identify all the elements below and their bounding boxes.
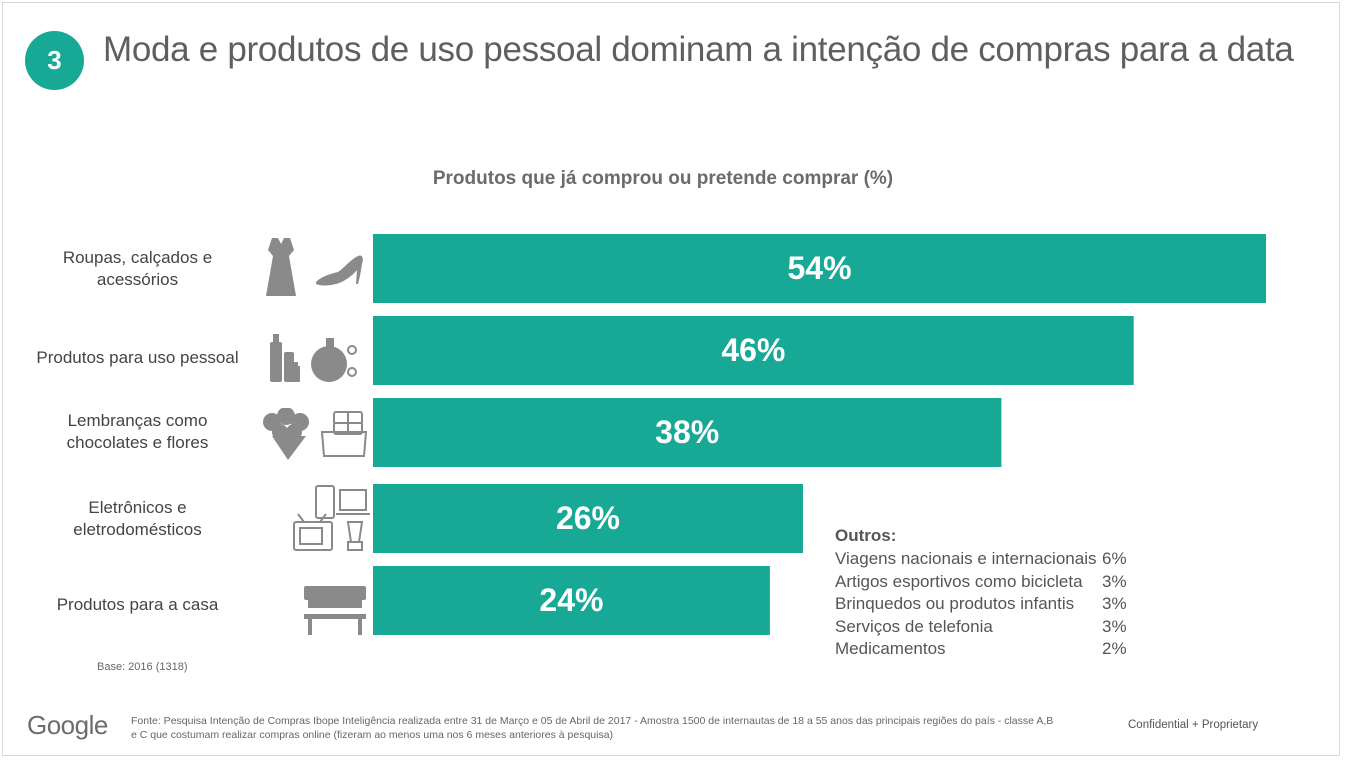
slide-title: Moda e produtos de uso pessoal dominam a… [103, 30, 1294, 69]
high-heel-shoe-icon [316, 255, 363, 286]
google-logo: Google [27, 710, 108, 740]
bar [373, 316, 1134, 385]
list-item-name: Viagens nacionais e internacionais [835, 549, 1097, 568]
smartphone-icon [315, 485, 335, 519]
category-label: Roupas, calçados e acessórios [62, 248, 213, 289]
list-item: Brinquedos ou produtos infantis 3% [835, 593, 1142, 616]
dress-shoe-icon [266, 238, 363, 296]
laptop-icon [336, 489, 370, 515]
list-item-value: 2% [1102, 639, 1127, 658]
bar-value-label: 26% [555, 500, 620, 536]
bar [373, 566, 770, 635]
list-item: Viagens nacionais e internacionais 6% [835, 548, 1142, 571]
list-item: Medicamentos 2% [835, 638, 1142, 661]
bar-value-label: 24% [539, 582, 604, 618]
list-item-name: Serviços de telefonia [835, 616, 993, 636]
gifts-icon [263, 408, 368, 460]
list-item-value: 3% [1102, 594, 1127, 613]
list-item-value: 6% [1102, 549, 1127, 568]
chocolate-box-icon [320, 411, 368, 457]
list-item-value: 3% [1102, 616, 1127, 636]
smartphone-laptop-tv-blender-icon [293, 485, 370, 551]
bar [373, 234, 1266, 303]
sofa-table-icon [304, 586, 366, 635]
dress-icon [266, 238, 296, 296]
confidential-label: Confidential + Proprietary [1128, 719, 1259, 731]
bar [373, 484, 803, 553]
source-note: Fonte: Pesquisa Intenção de Compras Ibop… [131, 715, 1054, 741]
personal-care-icon [270, 334, 357, 382]
cosmetics-icon [270, 334, 300, 382]
slide-number-badge: 3 [25, 31, 84, 90]
flower-bouquet-icon [263, 408, 309, 460]
perfume-icon [311, 338, 357, 382]
blender-icon [346, 521, 364, 551]
bar [373, 398, 1002, 467]
others-list: Outros: Viagens nacionais e internaciona… [835, 526, 1142, 661]
chart-title: Produtos que já comprou ou pretende comp… [432, 168, 894, 189]
list-item-name: Artigos esportivos como bicicleta [835, 571, 1083, 591]
bar-value-label: 38% [655, 414, 720, 450]
list-item-value: 3% [1102, 571, 1127, 591]
list-item-name: Medicamentos [835, 639, 946, 658]
list-item: Serviços de telefonia 3% [835, 616, 1142, 639]
list-item: Artigos esportivos como bicicleta 3% [835, 571, 1142, 594]
bar-value-label: 46% [721, 332, 786, 368]
base-note: Base: 2016 (1318) [97, 661, 188, 673]
tv-icon [293, 513, 333, 551]
others-title: Outros: [835, 526, 897, 545]
category-label: Eletrônicos e eletrodomésticos [73, 498, 202, 539]
category-label: Lembranças como chocolates e flores [66, 411, 209, 452]
list-item-name: Brinquedos ou produtos infantis [835, 594, 1075, 613]
category-label: Produtos para uso pessoal [36, 348, 239, 367]
bar-value-label: 54% [787, 250, 852, 286]
category-label: Produtos para a casa [56, 595, 219, 614]
